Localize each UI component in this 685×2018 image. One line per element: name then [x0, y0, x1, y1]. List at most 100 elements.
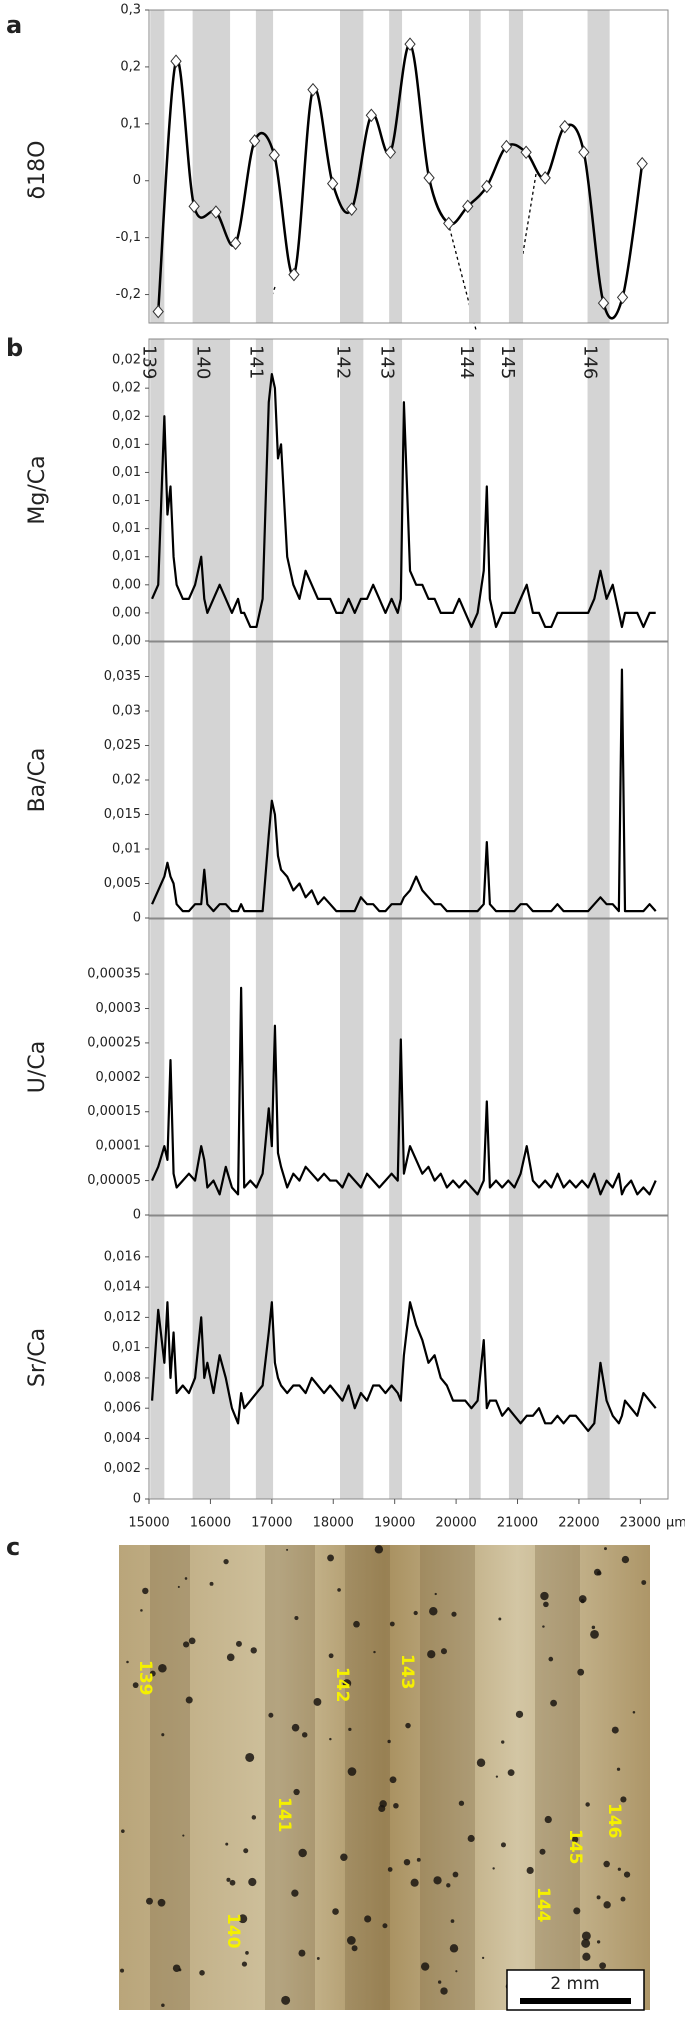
pore [501, 1740, 505, 1744]
pore [581, 1938, 591, 1948]
pore [526, 1866, 534, 1875]
pore [429, 1607, 438, 1616]
pore [582, 1952, 591, 1961]
series-line [150, 1301, 657, 1432]
y-tick-label: 0,016 [104, 1249, 141, 1264]
band [468, 642, 481, 918]
pore [142, 1587, 149, 1595]
pore [313, 1698, 322, 1706]
y-tick-label: 0,01 [112, 549, 141, 564]
pore [327, 1554, 334, 1562]
marker [578, 145, 590, 160]
band [587, 10, 610, 323]
y-tick-label: 0,008 [104, 1370, 141, 1385]
marker [500, 139, 513, 154]
band [508, 1216, 524, 1499]
pore [226, 1877, 231, 1882]
pore [632, 1710, 636, 1714]
band [255, 642, 274, 918]
band [340, 919, 364, 1215]
pore [243, 1848, 249, 1854]
pore [446, 1883, 451, 1888]
pore [492, 1867, 495, 1870]
y-tick-label: -0,2 [116, 287, 141, 302]
photo-label: 141 [274, 1797, 294, 1833]
pore [611, 1726, 619, 1734]
marker [384, 145, 397, 160]
plot-frame [148, 918, 669, 1216]
band-label: 146 [580, 345, 601, 379]
y-tick-label: 0,0002 [96, 1070, 142, 1085]
pore [599, 1962, 606, 1970]
y-axis-title: Mg/Ca [25, 455, 50, 524]
pore [437, 1980, 442, 1984]
y-tick-label: 0,02 [112, 409, 141, 424]
y-tick-label: 0,02 [112, 353, 141, 368]
marker [268, 148, 280, 162]
pore [182, 1834, 185, 1837]
marker [520, 145, 532, 160]
pore [495, 1775, 499, 1778]
pore [235, 1640, 242, 1647]
photo-background [119, 1545, 650, 2010]
y-tick-label: 0,03 [112, 704, 141, 719]
y-tick-label: 0 [133, 173, 141, 188]
band [192, 339, 231, 641]
pore [620, 1896, 626, 1902]
marker [307, 82, 319, 97]
panel-label: c [6, 1533, 20, 1561]
y-tick-label: 0,00035 [87, 967, 141, 982]
marker [597, 296, 610, 310]
pore [500, 1842, 506, 1848]
pore [248, 1877, 257, 1887]
marker [170, 54, 182, 68]
photo-label: 139 [135, 1660, 155, 1696]
pore [185, 1696, 193, 1704]
pore [458, 1800, 465, 1806]
pore [374, 1545, 384, 1554]
pore [348, 1727, 352, 1732]
growth-band [150, 1545, 190, 2010]
pore [593, 1568, 601, 1576]
y-axis-title: U/Ca [25, 1041, 50, 1093]
band [389, 10, 403, 323]
band [587, 339, 610, 641]
pore [161, 1733, 165, 1737]
panel-label: b [6, 334, 23, 362]
band [340, 1216, 364, 1499]
y-tick-label: 0,00 [112, 577, 141, 592]
pore [268, 1712, 274, 1718]
photo-label: 140 [223, 1913, 243, 1949]
pore [455, 1970, 458, 1973]
pore [347, 1767, 357, 1776]
pore [544, 1815, 552, 1824]
y-tick-label: 0,2 [120, 59, 141, 74]
y-tick-label: 0 [133, 911, 141, 926]
band [587, 919, 610, 1215]
band-label: 145 [497, 345, 518, 379]
pore [245, 1951, 249, 1955]
pore [161, 2003, 165, 2008]
pore [120, 1968, 125, 1973]
y-tick-label: 0,004 [104, 1431, 141, 1446]
scale-label: 2 mm [550, 1974, 599, 1994]
x-tick-label: 17000 [251, 1516, 292, 1531]
pore [416, 1857, 421, 1862]
band [340, 10, 364, 323]
y-tick-label: 0,015 [104, 807, 141, 822]
pore [382, 1923, 388, 1929]
band [255, 1216, 274, 1499]
band-label: 141 [245, 345, 266, 379]
marker [288, 267, 300, 282]
pore [132, 1682, 139, 1689]
pore [337, 1588, 341, 1592]
pore [177, 1585, 180, 1588]
pore [387, 1739, 391, 1744]
pore [590, 1629, 599, 1639]
pore [581, 1931, 591, 1941]
y-tick-label: 0,005 [104, 876, 141, 891]
scale-bar [520, 1998, 631, 2004]
y-tick-label: 0,012 [104, 1310, 141, 1325]
band [587, 1216, 610, 1499]
